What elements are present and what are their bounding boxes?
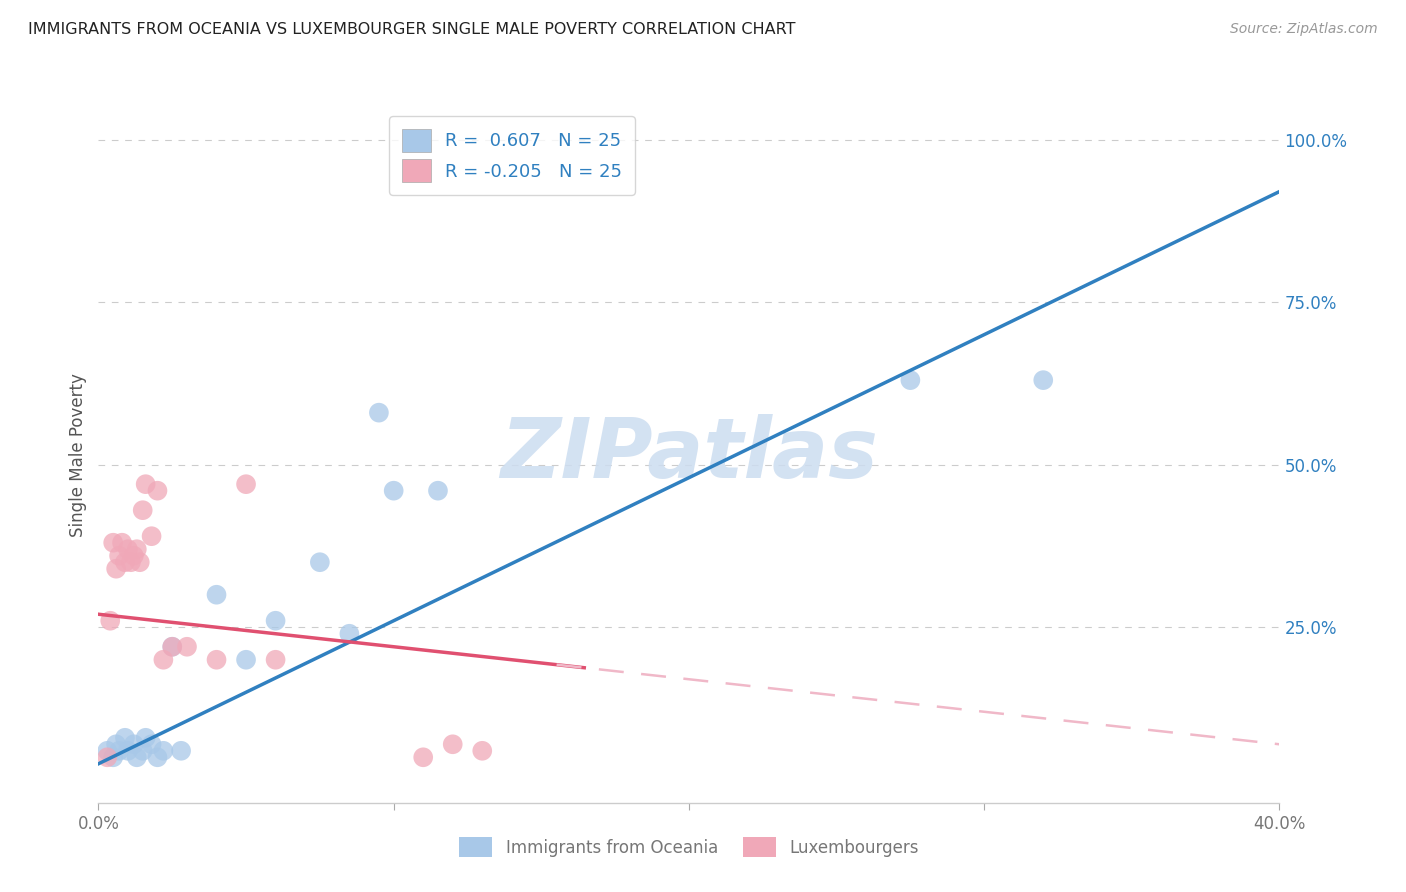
Point — [122, 549, 145, 563]
Point — [141, 737, 163, 751]
Text: ZIPatlas: ZIPatlas — [501, 415, 877, 495]
Point — [339, 626, 360, 640]
Point — [141, 529, 163, 543]
Point — [128, 555, 150, 569]
Point — [108, 549, 131, 563]
Point — [111, 535, 134, 549]
Point — [135, 731, 157, 745]
Point — [96, 744, 118, 758]
Point — [132, 503, 155, 517]
Point — [103, 750, 125, 764]
Point — [412, 750, 434, 764]
Point — [103, 535, 125, 549]
Point — [471, 744, 494, 758]
Point — [122, 737, 145, 751]
Point — [441, 737, 464, 751]
Point — [120, 555, 142, 569]
Point — [264, 653, 287, 667]
Point — [114, 731, 136, 745]
Point — [427, 483, 450, 498]
Point — [135, 477, 157, 491]
Point — [309, 555, 332, 569]
Point — [368, 406, 391, 420]
Point — [205, 653, 228, 667]
Point — [235, 653, 257, 667]
Point — [125, 750, 148, 764]
Point — [146, 750, 169, 764]
Point — [105, 562, 128, 576]
Point — [117, 744, 139, 758]
Point — [105, 737, 128, 751]
Point — [162, 640, 183, 654]
Point — [108, 744, 131, 758]
Point — [900, 373, 922, 387]
Text: IMMIGRANTS FROM OCEANIA VS LUXEMBOURGER SINGLE MALE POVERTY CORRELATION CHART: IMMIGRANTS FROM OCEANIA VS LUXEMBOURGER … — [28, 22, 796, 37]
Point — [152, 653, 174, 667]
Point — [146, 483, 169, 498]
Point — [382, 483, 405, 498]
Point — [170, 744, 193, 758]
Point — [1032, 373, 1054, 387]
Y-axis label: Single Male Poverty: Single Male Poverty — [69, 373, 87, 537]
Point — [152, 744, 174, 758]
Legend: Immigrants from Oceania, Luxembourgers: Immigrants from Oceania, Luxembourgers — [453, 830, 925, 864]
Point — [132, 744, 155, 758]
Point — [205, 588, 228, 602]
Point — [98, 614, 121, 628]
Point — [125, 542, 148, 557]
Point — [96, 750, 118, 764]
Point — [117, 542, 139, 557]
Point — [235, 477, 257, 491]
Point — [264, 614, 287, 628]
Text: Source: ZipAtlas.com: Source: ZipAtlas.com — [1230, 22, 1378, 37]
Point — [114, 555, 136, 569]
Point — [176, 640, 198, 654]
Point — [162, 640, 183, 654]
